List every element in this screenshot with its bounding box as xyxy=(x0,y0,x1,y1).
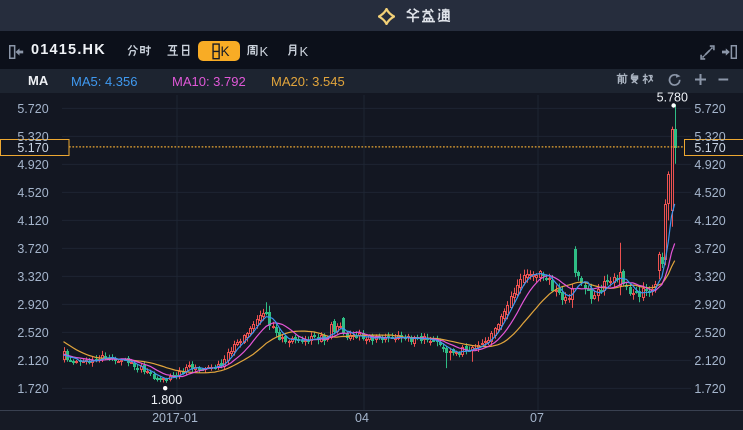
svg-text:2.520: 2.520 xyxy=(694,326,725,340)
svg-text:4.120: 4.120 xyxy=(694,214,725,228)
svg-text:1.800: 1.800 xyxy=(151,393,182,407)
svg-text:5.320: 5.320 xyxy=(694,130,725,144)
svg-text:3.720: 3.720 xyxy=(17,242,48,256)
svg-text:3.320: 3.320 xyxy=(17,270,48,284)
svg-text:3.320: 3.320 xyxy=(694,270,725,284)
svg-text:5.720: 5.720 xyxy=(17,102,48,116)
svg-text:2.520: 2.520 xyxy=(17,326,48,340)
svg-text:5.720: 5.720 xyxy=(694,102,725,116)
svg-text:1.720: 1.720 xyxy=(17,382,48,396)
svg-text:5.170: 5.170 xyxy=(17,141,48,155)
svg-text:5.320: 5.320 xyxy=(17,130,48,144)
svg-text:1.720: 1.720 xyxy=(694,382,725,396)
svg-text:4.520: 4.520 xyxy=(17,186,48,200)
svg-text:5.780: 5.780 xyxy=(657,91,688,105)
svg-text:2.120: 2.120 xyxy=(694,354,725,368)
svg-text:3.720: 3.720 xyxy=(694,242,725,256)
svg-text:4.920: 4.920 xyxy=(17,158,48,172)
svg-text:2.920: 2.920 xyxy=(694,298,725,312)
svg-text:4.520: 4.520 xyxy=(694,186,725,200)
svg-text:2017-01: 2017-01 xyxy=(152,411,198,425)
svg-text:4.920: 4.920 xyxy=(694,158,725,172)
svg-text:04: 04 xyxy=(355,411,369,425)
svg-text:4.120: 4.120 xyxy=(17,214,48,228)
svg-text:5.170: 5.170 xyxy=(694,141,725,155)
svg-text:07: 07 xyxy=(530,411,544,425)
svg-text:2.920: 2.920 xyxy=(17,298,48,312)
svg-text:2.120: 2.120 xyxy=(17,354,48,368)
